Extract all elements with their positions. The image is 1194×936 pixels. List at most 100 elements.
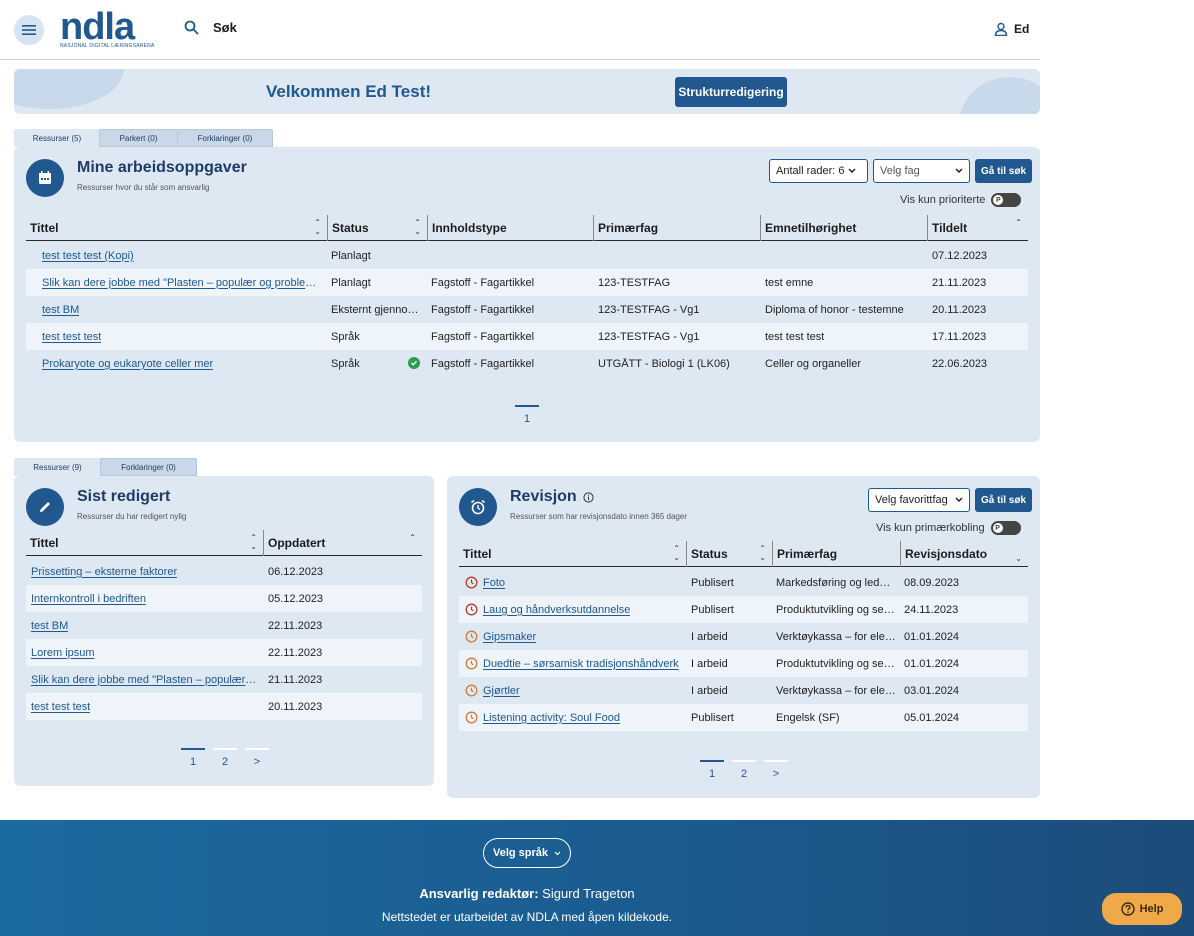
cell-text[interactable]: Foto	[483, 576, 506, 589]
sort-icon[interactable]: ⌃	[1015, 218, 1022, 227]
logo-text: ndla	[60, 6, 135, 48]
cell-text[interactable]: Gjørtler	[483, 684, 520, 697]
cell-text[interactable]: test BM	[42, 303, 80, 316]
col-title[interactable]: Tittel ⌃ ⌄	[26, 530, 264, 556]
go-to-search-button[interactable]: Gå til søk	[975, 159, 1033, 183]
col-type: Innholdstype	[428, 215, 594, 241]
cell-title[interactable]: Gjørtler	[483, 677, 683, 704]
tab-explanations[interactable]: Forklaringer (0)	[100, 458, 197, 476]
col-updated[interactable]: Oppdatert ⌃	[268, 533, 416, 550]
primary-toggle[interactable]: Vis kun primærkobling P	[876, 521, 1021, 535]
toggle-switch[interactable]: P	[991, 193, 1022, 207]
cell-topic: Diploma of honor - testemne	[765, 296, 925, 323]
cell-type: Fagstoff - Fagartikkel	[431, 296, 591, 323]
cell-text: 03.01.2024	[904, 684, 960, 697]
welcome-title: Velkommen Ed Test!	[266, 82, 432, 101]
cell-text[interactable]: test test test	[31, 700, 91, 713]
ndla-logo[interactable]: ndla NASJONAL DIGITAL LÆRINGSARENA	[60, 6, 155, 49]
cell-title[interactable]: test test test (Kopi)	[30, 242, 318, 269]
cell-text: Celler og organeller	[765, 357, 861, 370]
page-1[interactable]: 1	[181, 748, 205, 768]
cell-title[interactable]: Prokaryote og eukaryote celler mer	[30, 350, 318, 377]
cell-title[interactable]: Listening activity: Soul Food	[483, 704, 683, 731]
tab-parked[interactable]: Parkert (0)	[99, 129, 178, 147]
cell-text[interactable]: Laug og håndverksutdannelse	[483, 603, 631, 616]
cell-title[interactable]: Duedtie – sørsamisk tradisjonshåndverk	[483, 650, 683, 677]
struct-edit-button[interactable]: Strukturredigering	[675, 77, 787, 107]
cell-title[interactable]: test test test	[30, 323, 318, 350]
col-assigned[interactable]: Tildelt ⌃	[932, 218, 1022, 235]
cell-text[interactable]: Prokaryote og eukaryote celler mer	[42, 357, 214, 370]
cell-text[interactable]: Internkontroll i bedriften	[31, 592, 146, 605]
page-next[interactable]: >	[245, 748, 269, 768]
cell-text: 01.01.2024	[904, 657, 960, 670]
cell-text[interactable]: Duedtie – sørsamisk tradisjonshåndverk	[483, 657, 679, 670]
open-source-text: Nettstedet er utarbeidet av NDLA med åpe…	[381, 910, 673, 924]
sort-icon[interactable]: ⌃	[409, 533, 416, 542]
cell-topic: test test test	[765, 323, 925, 350]
cell-text: Markedsføring og ledelse	[776, 576, 896, 589]
cell-text[interactable]: Prissetting – eksterne faktorer	[31, 565, 178, 578]
cell-title[interactable]: test BM	[30, 296, 318, 323]
cell-title[interactable]: Internkontroll i bedriften	[31, 585, 259, 612]
col-status[interactable]: Status ⌃ ⌄	[687, 541, 773, 567]
cell-text[interactable]: test test test	[42, 330, 102, 343]
cell-text: Publisert	[691, 711, 734, 724]
subject-select[interactable]: Velg fag	[873, 159, 970, 183]
cell-title[interactable]: test test test	[31, 693, 259, 720]
help-button[interactable]: Help	[1102, 893, 1182, 925]
cell-title[interactable]: test BM	[31, 612, 259, 639]
cell-text[interactable]: Lorem ipsum	[31, 646, 95, 659]
favorite-subject-select[interactable]: Velg favorittfag	[868, 488, 970, 512]
cell-text[interactable]: test test test (Kopi)	[42, 249, 134, 262]
cell-text[interactable]: Gipsmaker	[483, 630, 537, 643]
sort-icon[interactable]: ⌃ ⌄	[250, 533, 257, 551]
clock-icon	[465, 576, 478, 592]
page-1[interactable]: 1	[700, 760, 724, 780]
sort-icon[interactable]: ⌃ ⌄	[414, 218, 421, 236]
cell-title[interactable]: Slik kan dere jobbe med "Plasten – popul…	[31, 666, 259, 693]
cell-title[interactable]: Prissetting – eksterne faktorer	[31, 558, 259, 585]
cell-text[interactable]: test BM	[31, 619, 69, 632]
tab-resources[interactable]: Ressurser (5)	[14, 129, 100, 147]
cell-text[interactable]: Slik kan dere jobbe med "Plasten – popul…	[31, 673, 259, 686]
toggle-switch[interactable]: P	[990, 521, 1021, 535]
recent-subtitle: Ressurser du har redigert nylig	[77, 512, 187, 521]
cell-title[interactable]: Gipsmaker	[483, 623, 683, 650]
priority-toggle[interactable]: Vis kun prioriterte P	[900, 193, 1022, 207]
revision-controls: Velg favorittfag Gå til søk	[868, 488, 1033, 512]
cell-title[interactable]: Foto	[483, 569, 683, 596]
table-row: test BM Eksternt gjennomsyn Fagstoff - Fag…	[26, 296, 1028, 323]
cell-title[interactable]: Slik kan dere jobbe med "Plasten – popul…	[30, 269, 318, 296]
rows-select[interactable]: Antall rader: 6	[769, 159, 868, 183]
sort-icon[interactable]: ⌃ ⌄	[759, 544, 766, 562]
language-button[interactable]: Velg språk	[483, 838, 571, 868]
sort-icon[interactable]: ⌃ ⌄	[314, 218, 321, 236]
cell-title[interactable]: Lorem ipsum	[31, 639, 259, 666]
cell-text[interactable]: Slik kan dere jobbe med "Plasten – popul…	[42, 276, 318, 289]
col-title[interactable]: Tittel ⌃ ⌄	[26, 215, 328, 241]
menu-button[interactable]	[14, 15, 44, 45]
user-menu[interactable]: Ed	[994, 22, 1029, 36]
welcome-banner: Velkommen Ed Test! Strukturredigering	[14, 69, 1040, 114]
page-2[interactable]: 2	[213, 748, 237, 768]
cell-text[interactable]: Listening activity: Soul Food	[483, 711, 620, 724]
cell-text: 24.11.2023	[904, 603, 959, 616]
tab-explanations[interactable]: Forklaringer (0)	[177, 129, 273, 147]
cell-text: 22.06.2023	[932, 357, 988, 370]
page-1[interactable]: 1	[515, 405, 539, 425]
cell-title[interactable]: Laug og håndverksutdannelse	[483, 596, 683, 623]
page-2[interactable]: 2	[732, 760, 756, 780]
col-revision-date[interactable]: Revisjonsdato ⌄	[905, 547, 1022, 563]
sort-icon[interactable]: ⌃ ⌄	[673, 544, 680, 562]
search-button[interactable]: Søk	[184, 20, 237, 35]
col-title[interactable]: Tittel ⌃ ⌄	[459, 541, 687, 567]
cell-text: 21.11.2023	[932, 276, 987, 289]
col-status[interactable]: Status ⌃ ⌄	[328, 215, 428, 241]
recent-pager: 1 2 >	[181, 748, 269, 768]
info-icon[interactable]	[583, 491, 594, 503]
sort-icon[interactable]: ⌄	[1015, 554, 1022, 563]
go-to-search-button[interactable]: Gå til søk	[975, 488, 1033, 512]
tab-resources[interactable]: Ressurser (9)	[14, 458, 101, 476]
page-next[interactable]: >	[764, 760, 788, 780]
